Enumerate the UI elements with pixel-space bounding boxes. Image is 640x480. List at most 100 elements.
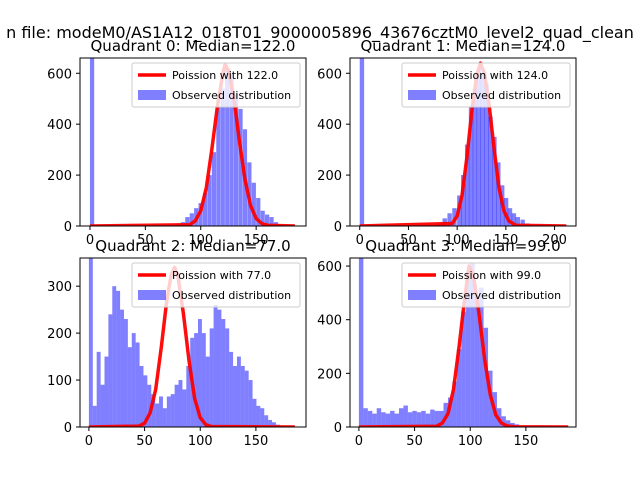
- y-tick-label: 200: [317, 169, 342, 184]
- histogram-bar: [127, 347, 132, 427]
- histogram-bar: [100, 384, 105, 427]
- histogram-bar: [447, 397, 453, 427]
- histogram-bar: [238, 108, 243, 226]
- axes-frame: [79, 257, 307, 428]
- histogram-bar: [268, 419, 273, 427]
- histogram-bar: [416, 412, 422, 427]
- histogram-bar: [461, 175, 466, 226]
- legend-box: [401, 262, 571, 308]
- legend-entry-label: Observed distribution: [442, 289, 561, 302]
- y-tick-label: 600: [317, 260, 342, 275]
- histogram-bar: [220, 88, 225, 226]
- subplot-title: Quadrant 0: Median=122.0: [91, 37, 296, 55]
- y-tick-label: 400: [317, 118, 342, 133]
- histogram-bar: [412, 410, 417, 427]
- legend-box: [131, 62, 301, 108]
- histogram-bar: [159, 396, 163, 427]
- histogram-bar: [116, 290, 121, 427]
- histogram-bar: [452, 381, 457, 427]
- histogram-bar: [430, 409, 435, 427]
- legend-patch-swatch: [408, 290, 436, 300]
- legend-box: [131, 262, 301, 308]
- legend-entry-label: Observed distribution: [442, 89, 561, 102]
- y-tick-label: 0: [334, 220, 342, 235]
- histogram-bar: [260, 210, 265, 226]
- histogram-bar: [182, 389, 187, 427]
- histogram-bar: [166, 396, 171, 427]
- histogram-bar: [221, 319, 226, 427]
- histogram-bar: [461, 311, 466, 427]
- histogram-bar: [394, 413, 399, 427]
- histogram-bar: [474, 298, 480, 427]
- histogram-bar: [381, 412, 386, 427]
- x-tick-label: 200: [542, 233, 567, 248]
- legend-entry-label: Poission with 122.0: [172, 69, 278, 82]
- histogram-bar: [507, 208, 513, 226]
- histogram-bar: [367, 410, 373, 427]
- axes-frame: [349, 57, 577, 227]
- x-tick-label: 150: [244, 233, 269, 248]
- histogram-bar: [264, 415, 269, 427]
- x-tick-label: 0: [356, 233, 364, 248]
- legend-box: [401, 62, 571, 108]
- histogram-bar: [425, 413, 431, 427]
- axes-frame: [79, 57, 307, 227]
- x-tick-label: 100: [445, 233, 470, 248]
- x-tick-label: 0: [355, 434, 363, 449]
- histogram-bar: [476, 68, 482, 226]
- histogram-bar: [421, 410, 426, 427]
- x-tick-label: 50: [400, 233, 417, 248]
- histogram-bar: [465, 271, 471, 427]
- y-tick-label: 200: [317, 367, 342, 382]
- histogram-bar: [472, 88, 478, 226]
- histogram-bar: [233, 365, 237, 427]
- x-tick-label: 100: [458, 434, 483, 449]
- legend: Poission with 77.0 Observed distribution: [131, 262, 301, 308]
- legend-patch-swatch: [138, 290, 166, 300]
- histogram-bar: [456, 349, 462, 427]
- x-tick-label: 150: [513, 434, 538, 449]
- y-tick-label: 400: [317, 314, 342, 329]
- histogram-bar: [135, 342, 140, 427]
- histogram-bar: [251, 182, 256, 226]
- histogram-bar: [244, 370, 249, 427]
- histogram-bar: [120, 309, 124, 427]
- legend-entry-label: Observed distribution: [172, 289, 291, 302]
- histogram-bar: [225, 328, 230, 427]
- histogram-bar: [216, 106, 221, 226]
- histogram-bar: [96, 351, 101, 427]
- histogram-bar: [185, 217, 190, 226]
- histogram-bar: [511, 213, 517, 226]
- histogram-bar: [470, 263, 475, 427]
- histogram-bar: [260, 408, 265, 427]
- subplot-title: Quadrant 2: Median=77.0: [95, 237, 290, 255]
- histogram-bar: [147, 384, 152, 427]
- histogram-bar: [390, 410, 395, 427]
- histogram-bar: [112, 286, 117, 427]
- y-tick-label: 0: [64, 421, 72, 436]
- histogram-bar: [488, 116, 493, 226]
- histogram-bar: [464, 144, 470, 226]
- histogram-bar: [252, 398, 257, 427]
- histogram-bar: [209, 328, 214, 427]
- legend: Poission with 124.0 Observed distribution: [401, 62, 571, 108]
- histogram-bar: [376, 408, 382, 427]
- histogram-bar: [359, 58, 365, 226]
- x-tick-label: 100: [188, 233, 213, 248]
- histogram-bar: [363, 408, 368, 427]
- histogram-bar: [407, 412, 413, 427]
- histogram-bar: [480, 73, 485, 226]
- histogram-bar: [496, 162, 501, 226]
- legend-entry-label: Poission with 99.0: [442, 269, 541, 282]
- histogram-bar: [256, 198, 261, 226]
- histogram-bar: [186, 365, 191, 427]
- histogram-bar: [403, 405, 408, 427]
- histogram-bar: [265, 214, 270, 226]
- histogram-bar: [104, 356, 109, 427]
- histogram-bar: [358, 258, 364, 427]
- histogram-bar: [233, 93, 239, 226]
- histogram-bar: [217, 309, 222, 427]
- histogram-bar: [236, 356, 241, 427]
- histogram-bar: [272, 422, 276, 427]
